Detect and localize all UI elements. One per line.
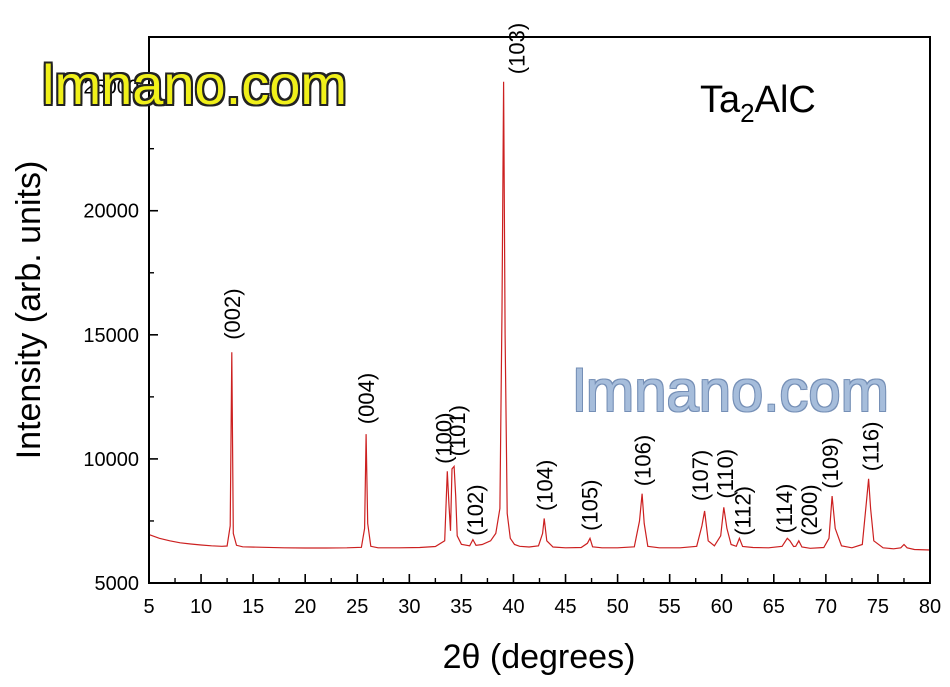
x-tick-label: 10 bbox=[190, 596, 212, 618]
peak-label: (100) bbox=[432, 413, 457, 464]
peak-label: (105) bbox=[578, 480, 603, 531]
x-tick-label: 50 bbox=[606, 596, 628, 618]
y-axis-label: Intensity (arb. units) bbox=[10, 161, 48, 460]
y-tick-label: 25000 bbox=[83, 77, 139, 99]
peak-label: (103) bbox=[505, 23, 530, 74]
peak-label: (102) bbox=[463, 484, 488, 535]
x-tick-label: 45 bbox=[554, 596, 576, 618]
x-tick-label: 65 bbox=[763, 596, 785, 618]
peak-label: (116) bbox=[859, 422, 884, 472]
y-tick-label: 10000 bbox=[83, 449, 139, 471]
peak-label: (101) bbox=[445, 405, 470, 456]
series-line bbox=[148, 81, 931, 551]
peak-label: (110) bbox=[713, 449, 738, 499]
sample-label-sub: 2 bbox=[740, 98, 754, 128]
sample-label-base: Ta bbox=[700, 79, 741, 121]
x-tick-label: 15 bbox=[242, 596, 264, 618]
peak-label: (004) bbox=[354, 373, 379, 424]
y-tick-label: 15000 bbox=[83, 325, 139, 347]
x-tick-label: 40 bbox=[502, 596, 524, 618]
x-tick-label: 80 bbox=[919, 596, 941, 618]
peak-label: (104) bbox=[533, 460, 558, 511]
x-axis-label: 2θ (degrees) bbox=[443, 638, 636, 676]
sample-label: Ta2AlC bbox=[700, 79, 816, 128]
peak-label: (002) bbox=[220, 288, 245, 339]
watermark-center-right: lmnano.com bbox=[573, 359, 889, 424]
y-tick-label: 20000 bbox=[83, 201, 139, 223]
x-tick-label: 70 bbox=[815, 596, 837, 618]
peak-label: (106) bbox=[631, 435, 656, 486]
x-tick-label: 35 bbox=[450, 596, 472, 618]
x-tick-label: 55 bbox=[659, 596, 681, 618]
y-tick-label: 5000 bbox=[95, 573, 140, 595]
sample-label-rest: AlC bbox=[755, 79, 816, 121]
x-tick-label: 75 bbox=[867, 596, 889, 618]
peak-label: (109) bbox=[818, 437, 843, 488]
peak-label: (114) bbox=[772, 484, 797, 534]
x-tick-label: 25 bbox=[346, 596, 368, 618]
x-tick-label: 20 bbox=[294, 596, 316, 618]
peak-label: (200) bbox=[797, 484, 822, 535]
watermark-top-left: lmnano.com bbox=[42, 53, 348, 116]
x-tick-label: 60 bbox=[711, 596, 733, 618]
x-tick-label: 30 bbox=[398, 596, 420, 618]
peak-label: (112) bbox=[731, 486, 756, 536]
peak-label: (107) bbox=[688, 450, 713, 501]
x-tick-label: 5 bbox=[143, 596, 154, 618]
